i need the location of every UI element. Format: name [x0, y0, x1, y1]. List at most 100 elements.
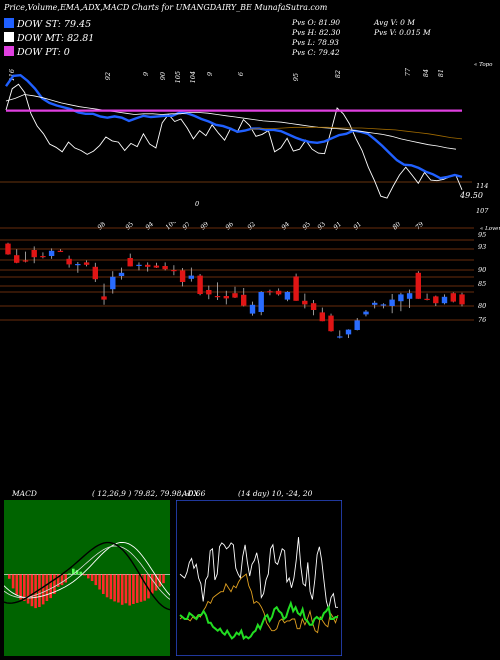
candle-body [127, 258, 133, 267]
legend-label-pt: DOW PT: 0 [17, 47, 70, 58]
macd-hist-bar [49, 574, 52, 599]
macd-hist-bar [124, 574, 128, 604]
candle-body [232, 293, 238, 298]
macd-hist-bar [162, 574, 165, 584]
candle-body [398, 294, 404, 302]
ema-zero-mark: 0 [195, 200, 199, 208]
candle-body [372, 302, 378, 305]
adx-title: ADX [182, 489, 199, 498]
macd-signal-line [4, 541, 170, 611]
legend-dow-st: DOW ST: 79.45 [4, 18, 91, 30]
ema-top-label: 95 [292, 73, 300, 81]
candle-body [319, 312, 325, 322]
ema-series-line [249, 126, 463, 140]
candle-body [415, 272, 421, 299]
candle-body [40, 256, 46, 258]
candle-body [171, 270, 177, 272]
candle-top-label: 99 [199, 222, 211, 231]
candle-right-label: 90 [478, 266, 486, 274]
candle-top-label: 95 [301, 222, 313, 231]
candle-body [92, 266, 98, 280]
candle-top-label: 79 [414, 222, 426, 231]
candle-top-label: 80 [391, 222, 403, 231]
macd-hist-bar [94, 574, 98, 586]
macd-hist-bar [90, 574, 94, 581]
legend-swatch-mt [4, 32, 14, 42]
ema-series-line [5, 83, 463, 199]
adx-plot [176, 500, 342, 656]
ema-price-value: 49.50 [459, 191, 483, 200]
candle-top-label: 91 [352, 222, 364, 231]
candle-body [363, 311, 369, 315]
candle-body [75, 264, 81, 266]
macd-hist-bar [75, 570, 79, 575]
macd-hist-bar [128, 574, 131, 606]
adx-background [176, 500, 342, 656]
info-prev-volume: Pvs V: 0.015 M [374, 28, 431, 37]
candle-top-label: 94 [144, 222, 156, 231]
candle-body [197, 275, 203, 294]
info-prev-open: Pvs O: 81.90 [292, 18, 341, 27]
macd-params: ( 12,26,9 ) 79.82, 79.98, -0.66 [92, 489, 206, 498]
candle-right-label: 80 [478, 302, 486, 310]
macd-hist-bar [147, 574, 150, 599]
macd-hist-bar [79, 571, 83, 575]
candle-body [345, 329, 352, 335]
macd-hist-bar [56, 574, 60, 587]
adx-params: (14 day) 10, -24, 20 [238, 489, 313, 498]
ema-top-label: 81 [437, 69, 445, 77]
macd-hist-bar [64, 574, 67, 583]
macd-hist-bar [102, 574, 105, 594]
candle-body [22, 260, 29, 262]
ema-right-label: 114 [476, 182, 488, 190]
candle-body [101, 296, 107, 300]
ema-top-label: 105 [174, 71, 182, 83]
macd-hist-bar [98, 574, 101, 590]
candle-body [267, 291, 273, 293]
candle-body [310, 303, 317, 310]
candle-top-label: 94 [280, 222, 292, 231]
candle-top-label: 95 [124, 222, 136, 231]
info-prev-high: Pvs H: 82.30 [292, 28, 341, 37]
macd-hist-bar [109, 574, 113, 600]
candle-body [188, 275, 194, 279]
ema-top-label: 9 [142, 72, 150, 76]
candle-body [162, 266, 168, 270]
macd-hist-bar [41, 574, 45, 605]
candle-top-label: 93 [316, 222, 328, 231]
candle-body [249, 304, 256, 314]
candle-body [223, 296, 229, 299]
ema-top-label: 90 [159, 72, 167, 80]
candle-body [302, 300, 308, 305]
info-avg-volume: Avg V: 0 M [374, 18, 415, 27]
ema-right-label: 107 [476, 207, 489, 215]
macd-hist-bar [15, 574, 19, 595]
candle-body [441, 296, 448, 304]
candle-top-label: 104 [164, 222, 178, 231]
macd-hist-bar [53, 574, 56, 594]
candle-top-label: 97 [181, 222, 193, 231]
macd-hist-bar [23, 574, 26, 601]
macd-hist-bar [45, 574, 49, 601]
macd-hist-bar [30, 574, 34, 607]
candle-body [48, 250, 55, 256]
ema-top-label: 84 [422, 69, 430, 77]
macd-hist-bar [158, 574, 162, 587]
macd-hist-bar [105, 574, 109, 598]
candle-body [153, 265, 160, 268]
candle-body [206, 290, 212, 295]
adx-series-line [179, 573, 339, 634]
candle-right-label: 95 [478, 231, 486, 239]
macd-hist-bar [68, 573, 71, 575]
macd-hist-bar [72, 568, 75, 575]
candle-body [337, 336, 343, 338]
candle-body [136, 264, 142, 266]
ema-top-label: 82 [334, 70, 342, 78]
candle-body [354, 320, 360, 330]
candle-body [118, 272, 125, 276]
macd-hist-bar [139, 574, 143, 602]
candle-top-label: 98 [96, 222, 108, 231]
candle-body [83, 262, 90, 265]
macd-hist-bar [135, 574, 139, 603]
